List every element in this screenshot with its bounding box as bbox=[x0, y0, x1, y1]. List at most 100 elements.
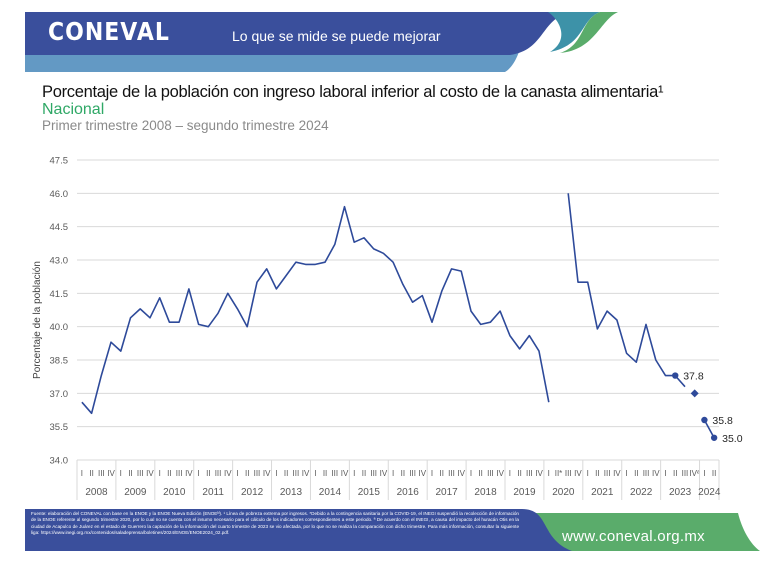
quarter-label: IV bbox=[457, 469, 465, 478]
year-label: 2015 bbox=[358, 487, 381, 498]
website-link[interactable]: www.coneval.org.mx bbox=[562, 528, 705, 545]
y-axis-ticks: 34.0 35.5 37.0 38.5 40.0 41.5 43.0 44.5 46.0 47.5 bbox=[50, 156, 69, 467]
year-label: 2011 bbox=[202, 487, 224, 498]
data-label: 35.8 bbox=[712, 415, 733, 427]
quarter-label: II bbox=[206, 469, 210, 478]
quarter-label: I bbox=[548, 469, 550, 478]
y-tick-label: 34.0 bbox=[50, 456, 69, 467]
year-label: 2018 bbox=[474, 487, 497, 498]
quarter-label: III bbox=[409, 469, 416, 478]
quarter-label: I bbox=[120, 469, 122, 478]
data-label: 37.8 bbox=[683, 371, 704, 383]
quarter-label: I bbox=[703, 469, 705, 478]
y-tick-label: 35.5 bbox=[50, 422, 69, 433]
quarter-label: III bbox=[604, 469, 611, 478]
quarter-label: I bbox=[81, 469, 83, 478]
y-tick-label: 47.5 bbox=[50, 156, 69, 167]
year-label: 2009 bbox=[124, 487, 147, 498]
circle-marker bbox=[672, 372, 679, 379]
series-line-segment bbox=[703, 419, 715, 439]
quarter-label: IV bbox=[341, 469, 349, 478]
quarter-label: I bbox=[275, 469, 277, 478]
year-label: 2010 bbox=[163, 487, 186, 498]
quarter-label: III bbox=[137, 469, 144, 478]
quarter-label: II bbox=[517, 469, 521, 478]
quarter-label: III bbox=[487, 469, 494, 478]
quarter-label: II bbox=[89, 469, 93, 478]
quarter-label: I bbox=[353, 469, 355, 478]
quarter-label: III bbox=[370, 469, 377, 478]
year-label: 2020 bbox=[552, 487, 575, 498]
quarter-label: III bbox=[254, 469, 261, 478]
year-label: 2024 bbox=[698, 487, 721, 498]
quarter-label: III bbox=[565, 469, 572, 478]
circle-marker bbox=[710, 434, 718, 441]
chart-title: Porcentaje de la población con ingreso l… bbox=[42, 83, 664, 101]
quarter-label: II bbox=[284, 469, 288, 478]
quarter-label: I bbox=[625, 469, 627, 478]
quarter-label: IV bbox=[419, 469, 427, 478]
quarter-label: III bbox=[682, 469, 689, 478]
diamond-marker bbox=[690, 389, 699, 398]
quarter-label: I bbox=[587, 469, 589, 478]
quarter-label: II* bbox=[555, 469, 563, 478]
quarter-label: I bbox=[159, 469, 161, 478]
quarter-label: II bbox=[440, 469, 444, 478]
header-background bbox=[25, 12, 618, 72]
year-label: 2022 bbox=[630, 487, 653, 498]
year-label: 2023 bbox=[669, 487, 692, 498]
quarter-label: I bbox=[197, 469, 199, 478]
tagline: Lo que se mide se puede mejorar bbox=[232, 28, 441, 44]
quarter-label: I bbox=[392, 469, 394, 478]
quarter-label: II bbox=[634, 469, 638, 478]
quarter-label: I bbox=[470, 469, 472, 478]
quarter-label: IV bbox=[652, 469, 660, 478]
quarter-label: IV bbox=[224, 469, 232, 478]
year-label: 2019 bbox=[513, 487, 536, 498]
quarter-label: IV bbox=[380, 469, 388, 478]
quarter-label: IV bbox=[574, 469, 582, 478]
quarter-label: II bbox=[323, 469, 327, 478]
quarter-label: II bbox=[245, 469, 249, 478]
quarter-label: II bbox=[362, 469, 366, 478]
footer-background bbox=[25, 509, 760, 551]
quarter-label: II bbox=[673, 469, 677, 478]
year-label: 2012 bbox=[241, 487, 264, 498]
y-axis-label: Porcentaje de la población bbox=[32, 261, 43, 379]
quarter-label: I bbox=[314, 469, 316, 478]
year-label: 2021 bbox=[591, 487, 614, 498]
data-label: 35.0 bbox=[722, 433, 743, 445]
quarter-label: III bbox=[176, 469, 183, 478]
y-tick-label: 37.0 bbox=[50, 389, 69, 400]
chart-subtitle: Nacional bbox=[42, 101, 105, 118]
quarter-label: II bbox=[478, 469, 482, 478]
year-label: 2008 bbox=[85, 487, 108, 498]
quarter-label: II bbox=[401, 469, 405, 478]
quarter-label: IV bbox=[496, 469, 504, 478]
series-markers: 37.8 35.8 35.0 bbox=[672, 371, 743, 445]
year-label: 2016 bbox=[397, 487, 420, 498]
line-chart: 34.0 35.5 37.0 38.5 40.0 41.5 43.0 44.5 46.0 47.5… bbox=[32, 156, 743, 500]
gridlines bbox=[77, 159, 719, 461]
y-tick-label: 41.5 bbox=[50, 289, 69, 300]
quarter-label: IV bbox=[613, 469, 621, 478]
quarter-label: I bbox=[664, 469, 666, 478]
y-tick-label: 40.0 bbox=[50, 322, 69, 333]
quarter-label: I bbox=[236, 469, 238, 478]
y-tick-label: 38.5 bbox=[50, 356, 69, 367]
series-line-segment bbox=[567, 193, 686, 388]
header-banner: CONEVAL Lo que se mide se puede mejorar bbox=[0, 0, 767, 80]
chart-titles: Porcentaje de la población con ingreso l… bbox=[42, 84, 663, 134]
y-tick-label: 46.0 bbox=[50, 189, 69, 200]
quarter-label: I bbox=[509, 469, 511, 478]
series-line-segment bbox=[81, 205, 550, 415]
quarter-label: III bbox=[293, 469, 300, 478]
y-tick-label: 43.0 bbox=[50, 256, 69, 267]
quarter-label: IV bbox=[535, 469, 543, 478]
quarter-label: I bbox=[431, 469, 433, 478]
quarter-label: III bbox=[215, 469, 222, 478]
quarter-label: III bbox=[98, 469, 105, 478]
quarter-label: III bbox=[331, 469, 338, 478]
quarter-label: III bbox=[526, 469, 533, 478]
